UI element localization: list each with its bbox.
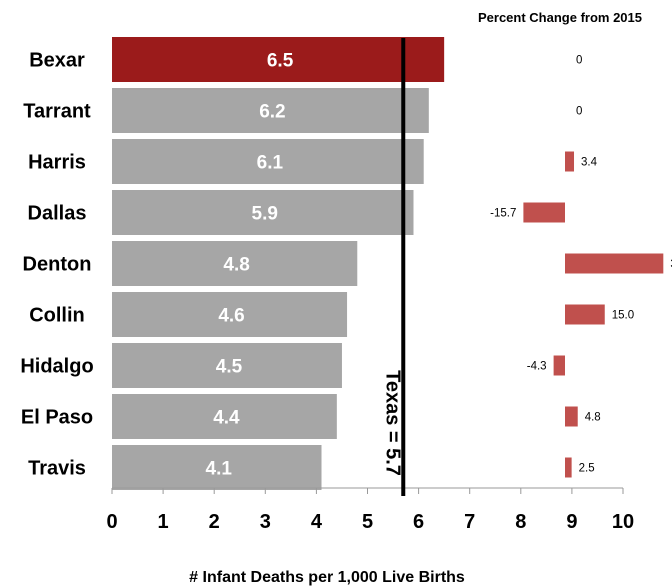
category-label: Harris [28,152,86,174]
change-value-label: 0 [576,106,582,118]
change-bar [553,355,565,376]
x-axis-label: # Infant Deaths per 1,000 Live Births [189,569,465,586]
bar-value-label: 4.6 [218,306,244,327]
category-label: Tarrant [23,101,91,123]
x-tick-label: 2 [209,511,220,533]
category-label: Bexar [29,50,85,72]
bar [112,241,358,286]
category-label: Collin [29,305,85,327]
x-tick-label: 8 [515,511,526,533]
bar [112,343,342,388]
bar [112,37,445,82]
change-bar [565,304,605,325]
category-label: El Paso [21,407,93,429]
x-tick-label: 9 [566,511,577,533]
bar [112,292,348,337]
bar-value-label: 6.5 [267,51,294,72]
change-value-label: 15.0 [612,310,634,322]
category-label: Hidalgo [20,356,93,378]
change-bar [565,457,572,478]
change-value-label: 0 [576,55,582,67]
change-value-label: 37.1 [670,259,672,271]
x-tick-label: 6 [413,511,424,533]
bar [112,139,424,184]
bar-value-label: 4.1 [206,459,233,480]
x-tick-label: 4 [311,511,323,533]
bar-value-label: 6.2 [259,102,285,123]
x-tick-label: 5 [362,511,373,533]
x-tick-label: 7 [464,511,475,533]
change-value-label: -15.7 [490,208,516,220]
bar-value-label: 4.4 [213,408,240,429]
bar-value-label: 4.5 [216,357,243,378]
category-label: Denton [23,254,92,276]
change-bar [565,406,578,427]
category-label: Dallas [28,203,87,225]
x-tick-label: 0 [106,511,117,533]
change-bar [565,151,575,172]
x-axis: 0 1 2 3 4 5 6 7 8 9 10 [106,487,634,533]
category-labels: Bexar Tarrant Harris Dallas Denton Collin Hida… [20,50,93,480]
percent-change-title: Percent Change from 2015 [478,10,642,25]
x-tick-label: 3 [260,511,271,533]
texas-reference: Texas = 5.7 [381,38,406,496]
bar [112,394,337,439]
bar [112,445,322,490]
change-value-label: 3.4 [581,157,598,169]
main-bar-series: 6.5 6.2 6.1 5.9 4.8 4.6 4.5 4.4 4.1 [112,37,445,490]
change-bar [565,253,664,274]
category-label: Travis [28,458,86,480]
x-tick-label: 1 [158,511,169,533]
change-value-label: 4.8 [585,412,601,424]
bar [112,88,429,133]
change-value-label: 2.5 [579,463,595,475]
x-tick-label: 10 [612,511,634,533]
percent-change-series: 0 0 3.4 -15.7 37.1 15.0 -4.3 4.8 2.5 [490,55,672,478]
reference-line-label: Texas = 5.7 [381,370,403,476]
bar-value-label: 6.1 [257,153,284,174]
bar-value-label: 5.9 [252,204,278,225]
bar-value-label: 4.8 [223,255,249,276]
bar [112,190,414,235]
change-bar [523,202,565,223]
change-value-label: -4.3 [527,361,547,373]
